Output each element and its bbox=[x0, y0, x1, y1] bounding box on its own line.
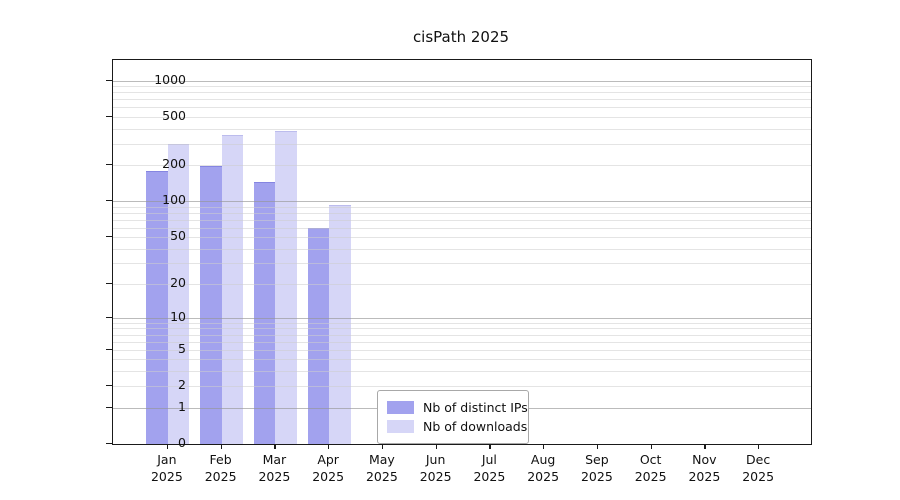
x-tick-label-jul: Jul 2025 bbox=[473, 452, 506, 484]
x-tick-mark-aug bbox=[543, 444, 545, 449]
x-tick-mark-dec bbox=[758, 444, 760, 449]
gridline-70 bbox=[113, 219, 811, 221]
y-tick-mark-1 bbox=[106, 406, 112, 408]
x-tick-label-aug: Aug 2025 bbox=[527, 452, 560, 484]
y-tick-mark-50 bbox=[106, 236, 112, 238]
gridline-7 bbox=[113, 334, 811, 336]
y-tick-label-1: 1 bbox=[178, 398, 186, 414]
y-tick-mark-1000 bbox=[106, 79, 112, 81]
plot-area: Nb of distinct IPs Nb of downloads bbox=[112, 59, 812, 445]
x-tick-mark-feb bbox=[220, 444, 222, 449]
y-tick-label-50: 50 bbox=[170, 228, 186, 244]
y-tick-mark-100 bbox=[106, 200, 112, 202]
gridline-5 bbox=[113, 349, 811, 351]
gridline-50 bbox=[113, 237, 811, 239]
x-tick-label-mar: Mar 2025 bbox=[258, 452, 291, 484]
gridline-30 bbox=[113, 263, 811, 265]
x-tick-mark-may bbox=[381, 444, 384, 449]
gridline-90 bbox=[113, 206, 811, 208]
x-tick-label-jan: Jan 2025 bbox=[150, 452, 183, 484]
x-tick-label-apr: Apr 2025 bbox=[312, 452, 345, 484]
y-tick-label-2: 2 bbox=[178, 377, 186, 393]
gridline-10 bbox=[113, 317, 811, 319]
x-tick-label-oct: Oct 2025 bbox=[634, 452, 667, 484]
y-tick-label-200: 200 bbox=[162, 156, 186, 172]
gridline-700 bbox=[113, 99, 811, 101]
gridline-6 bbox=[113, 341, 811, 343]
gridline-60 bbox=[113, 227, 811, 229]
gridline-9 bbox=[113, 322, 811, 324]
y-tick-mark-500 bbox=[106, 116, 112, 118]
x-tick-label-jun: Jun 2025 bbox=[419, 452, 452, 484]
y-tick-label-1000: 1000 bbox=[154, 71, 186, 87]
chart-title: cisPath 2025 bbox=[412, 28, 510, 46]
gridline-4 bbox=[113, 359, 811, 361]
chart-legend: Nb of distinct IPs Nb of downloads bbox=[377, 390, 529, 444]
x-tick-label-sep: Sep 2025 bbox=[580, 452, 613, 484]
gridline-3 bbox=[113, 371, 811, 373]
legend-swatch-distinct-ips bbox=[387, 401, 414, 414]
gridline-300 bbox=[113, 143, 811, 145]
x-tick-label-dec: Dec 2025 bbox=[742, 452, 775, 484]
x-tick-mark-apr bbox=[328, 444, 330, 449]
x-tick-mark-jun bbox=[435, 444, 437, 449]
bar-distinct-ips-apr bbox=[307, 227, 330, 444]
x-tick-mark-sep bbox=[596, 444, 599, 449]
x-tick-mark-oct bbox=[650, 444, 652, 449]
bar-downloads-feb bbox=[221, 134, 244, 444]
y-tick-label-0: 0 bbox=[178, 435, 186, 450]
gridline-80 bbox=[113, 212, 811, 214]
x-tick-label-feb: Feb 2025 bbox=[204, 452, 237, 484]
gridline-200 bbox=[113, 165, 811, 167]
x-tick-mark-jul bbox=[489, 444, 491, 449]
x-tick-mark-nov bbox=[704, 444, 706, 449]
gridline-800 bbox=[113, 92, 811, 94]
y-tick-mark-5 bbox=[106, 348, 112, 350]
y-tick-label-20: 20 bbox=[170, 274, 186, 290]
gridline-1000 bbox=[113, 80, 811, 82]
x-tick-mark-jan bbox=[166, 444, 169, 449]
gridline-500 bbox=[113, 117, 811, 118]
legend-label-downloads: Nb of downloads bbox=[423, 419, 528, 434]
x-tick-mark-mar bbox=[274, 444, 276, 449]
gridline-20 bbox=[113, 283, 811, 285]
y-tick-mark-10 bbox=[106, 316, 112, 319]
x-tick-label-may: May 2025 bbox=[365, 452, 398, 484]
legend-label-distinct-ips: Nb of distinct IPs bbox=[423, 400, 528, 415]
gridline-400 bbox=[113, 128, 811, 130]
bar-distinct-ips-jan bbox=[146, 171, 168, 444]
gridline-8 bbox=[113, 328, 811, 330]
gridline-40 bbox=[113, 248, 811, 250]
y-tick-label-10: 10 bbox=[170, 308, 186, 324]
legend-item-downloads: Nb of downloads bbox=[387, 417, 527, 436]
gridline-600 bbox=[113, 107, 811, 109]
y-tick-label-100: 100 bbox=[162, 192, 186, 208]
y-tick-label-5: 5 bbox=[178, 340, 186, 356]
x-tick-label-nov: Nov 2025 bbox=[688, 452, 721, 484]
legend-item-distinct-ips: Nb of distinct IPs bbox=[387, 398, 528, 417]
gridline-2 bbox=[113, 386, 811, 388]
y-tick-label-500: 500 bbox=[162, 108, 186, 123]
gridline-900 bbox=[113, 86, 811, 88]
y-tick-mark-2 bbox=[106, 385, 112, 387]
bar-downloads-mar bbox=[275, 130, 297, 444]
y-tick-mark-200 bbox=[106, 164, 112, 166]
bar-downloads-apr bbox=[329, 205, 351, 444]
legend-swatch-downloads bbox=[387, 420, 414, 433]
bar-distinct-ips-feb bbox=[200, 166, 222, 444]
y-tick-mark-20 bbox=[106, 282, 112, 285]
bar-distinct-ips-mar bbox=[253, 181, 276, 444]
gridline-100 bbox=[113, 201, 811, 203]
y-tick-mark-0 bbox=[106, 443, 112, 445]
